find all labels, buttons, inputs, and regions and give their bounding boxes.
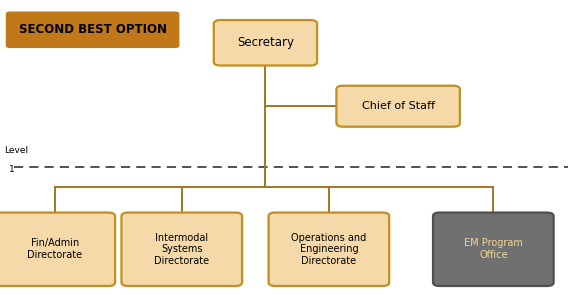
FancyBboxPatch shape xyxy=(336,86,460,127)
FancyBboxPatch shape xyxy=(121,212,242,286)
Text: SECOND BEST OPTION: SECOND BEST OPTION xyxy=(18,23,167,36)
Text: Operations and
Engineering
Directorate: Operations and Engineering Directorate xyxy=(291,233,366,266)
FancyBboxPatch shape xyxy=(6,12,179,48)
Text: Intermodal
Systems
Directorate: Intermodal Systems Directorate xyxy=(154,233,209,266)
FancyBboxPatch shape xyxy=(268,212,389,286)
Text: 1: 1 xyxy=(9,165,14,174)
Text: Level: Level xyxy=(5,146,29,155)
Text: Secretary: Secretary xyxy=(237,36,294,49)
FancyBboxPatch shape xyxy=(0,212,115,286)
Text: EM Program
Office: EM Program Office xyxy=(464,238,523,260)
FancyBboxPatch shape xyxy=(213,20,317,65)
Text: Fin/Admin
Directorate: Fin/Admin Directorate xyxy=(27,238,83,260)
FancyBboxPatch shape xyxy=(433,212,553,286)
Text: Chief of Staff: Chief of Staff xyxy=(362,101,434,111)
